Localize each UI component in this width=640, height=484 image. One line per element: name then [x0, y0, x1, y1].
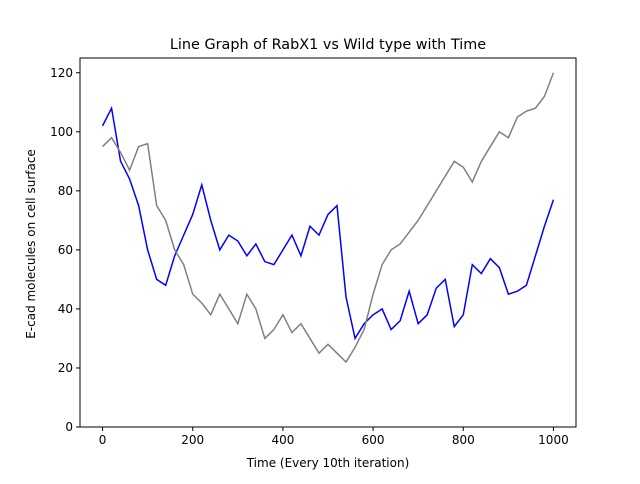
- y-tick-label: 80: [58, 184, 73, 198]
- plot-frame: [79, 57, 577, 428]
- data-line: [102, 72, 555, 364]
- y-tick-label: 40: [58, 302, 73, 316]
- y-tick-label: 20: [58, 361, 73, 375]
- chart-title: Line Graph of RabX1 vs Wild type with Ti…: [170, 37, 486, 53]
- y-axis-label: E-cad molecules on cell surface: [24, 149, 38, 339]
- y-tick-label: 60: [58, 243, 73, 257]
- x-tick-label: 1000: [538, 433, 569, 447]
- x-tick-label: 0: [99, 433, 107, 447]
- x-tick-label: 800: [452, 433, 475, 447]
- x-tick-label: 600: [362, 433, 385, 447]
- x-axis-label: Time (Every 10th iteration): [246, 456, 410, 470]
- y-tick-label: 0: [65, 420, 73, 434]
- data-line: [101, 105, 555, 341]
- x-tick-label: 200: [181, 433, 204, 447]
- x-tick-label: 400: [271, 433, 294, 447]
- y-tick-label: 120: [50, 66, 73, 80]
- y-tick-label: 100: [50, 125, 73, 139]
